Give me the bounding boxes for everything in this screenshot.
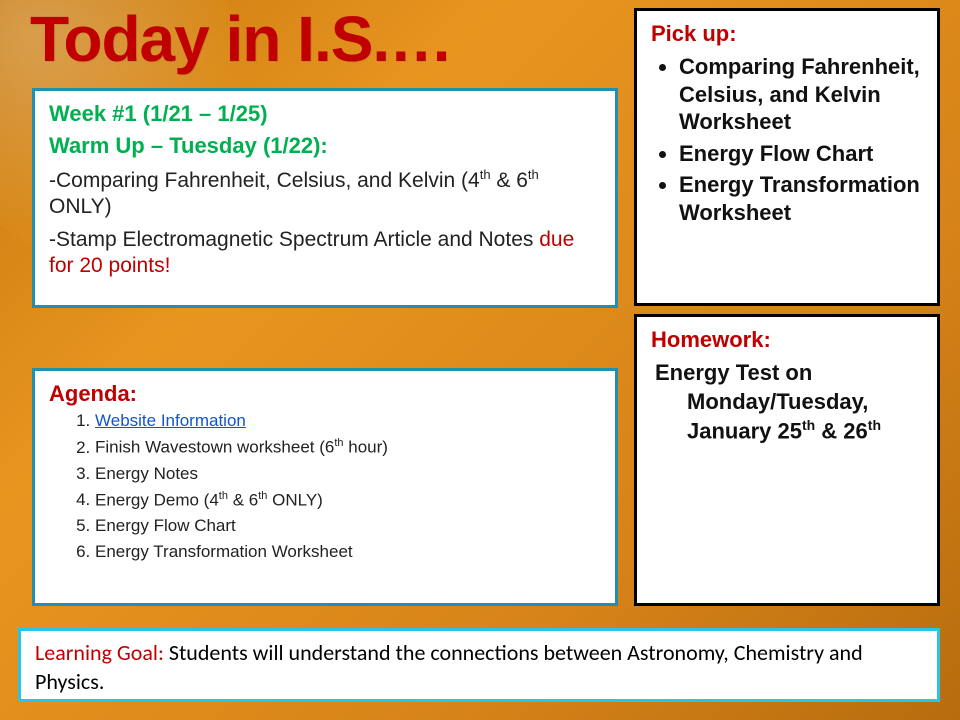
pickup-item-3: Energy Transformation Worksheet <box>679 171 923 226</box>
homework-body: Energy Test on Monday/Tuesday, January 2… <box>683 359 923 446</box>
agenda-item-4: Energy Demo (4th & 6th ONLY) <box>95 490 601 511</box>
warmup-header: Warm Up – Tuesday (1/22): <box>49 133 601 159</box>
agenda-header: Agenda: <box>49 381 601 407</box>
sup-th: th <box>802 417 815 433</box>
warmup-line-1: -Comparing Fahrenheit, Celsius, and Kelv… <box>49 167 601 221</box>
agenda-2a: Finish Wavestown worksheet (6 <box>95 438 334 457</box>
learning-goal-box: Learning Goal: Students will understand … <box>18 628 940 702</box>
warmup-line1-a: -Comparing Fahrenheit, Celsius, and Kelv… <box>49 169 480 192</box>
sup-th: th <box>480 167 491 182</box>
week-label: Week #1 (1/21 – 1/25) <box>49 101 601 127</box>
page-title: Today in I.S.… <box>30 2 452 76</box>
agenda-item-5: Energy Flow Chart <box>95 516 601 536</box>
sup-th: th <box>868 417 881 433</box>
learning-goal-label: Learning Goal: <box>35 639 164 666</box>
sup-th: th <box>528 167 539 182</box>
agenda-item-2: Finish Wavestown worksheet (6th hour) <box>95 437 601 458</box>
warmup-line1-c: ONLY) <box>49 195 112 218</box>
pickup-box: Pick up: Comparing Fahrenheit, Celsius, … <box>634 8 940 306</box>
agenda-2b: hour) <box>344 438 388 457</box>
agenda-4c: ONLY) <box>267 490 322 509</box>
pickup-list: Comparing Fahrenheit, Celsius, and Kelvi… <box>651 53 923 226</box>
warmup-line2-a: -Stamp Electromagnetic Spectrum Article … <box>49 228 539 251</box>
sup-th: th <box>334 437 343 449</box>
website-info-link[interactable]: Website Information <box>95 411 246 430</box>
sup-th: th <box>219 490 228 502</box>
agenda-list: Website Information Finish Wavestown wor… <box>49 411 601 562</box>
agenda-item-1: Website Information <box>95 411 601 431</box>
pickup-item-2: Energy Flow Chart <box>679 140 923 168</box>
agenda-item-3: Energy Notes <box>95 464 601 484</box>
pickup-header: Pick up: <box>651 21 923 47</box>
homework-header: Homework: <box>651 327 923 353</box>
pickup-item-1: Comparing Fahrenheit, Celsius, and Kelvi… <box>679 53 923 136</box>
agenda-box: Agenda: Website Information Finish Waves… <box>32 368 618 606</box>
warmup-box: Week #1 (1/21 – 1/25) Warm Up – Tuesday … <box>32 88 618 308</box>
hw-b: & 26 <box>815 419 868 444</box>
warmup-line1-b: & 6 <box>491 169 528 192</box>
agenda-4b: & 6 <box>228 490 258 509</box>
agenda-4a: Energy Demo (4 <box>95 490 219 509</box>
warmup-line-2: -Stamp Electromagnetic Spectrum Article … <box>49 227 601 280</box>
homework-box: Homework: Energy Test on Monday/Tuesday,… <box>634 314 940 606</box>
agenda-item-6: Energy Transformation Worksheet <box>95 542 601 562</box>
